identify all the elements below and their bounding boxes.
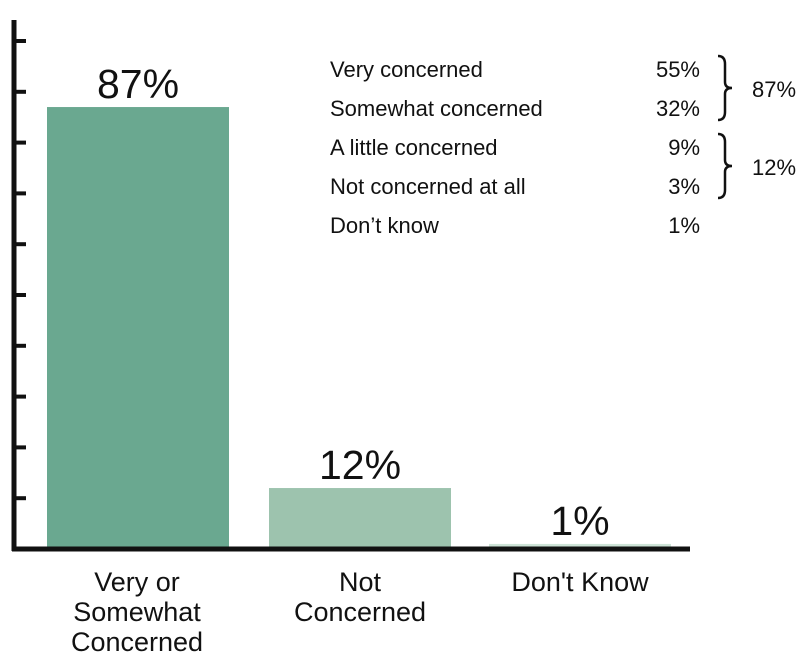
category-label-concerned: Very or Somewhat Concerned: [70, 567, 204, 657]
breakdown-value: 32%: [655, 96, 700, 121]
breakdown-label: Somewhat concerned: [330, 96, 543, 121]
group-total-concerned: 87%: [752, 77, 797, 102]
bar: [47, 107, 229, 549]
breakdown-value: 55%: [655, 57, 700, 82]
group-total-not-concerned: 12%: [752, 155, 797, 180]
bar-value-label: 1%: [550, 498, 609, 544]
breakdown-label: Don’t know: [330, 213, 439, 238]
breakdown-table: Very concerned 55% Somewhat concerned 32…: [330, 57, 700, 252]
brace-not-concerned: [717, 132, 733, 200]
breakdown-value: 3%: [668, 174, 700, 199]
breakdown-row-somewhat-concerned: Somewhat concerned 32%: [330, 96, 700, 135]
bar: [269, 488, 451, 549]
breakdown-label: A little concerned: [330, 135, 498, 160]
breakdown-label: Very concerned: [330, 57, 483, 82]
bar: [489, 543, 671, 549]
breakdown-row-not-concerned: Not concerned at all 3%: [330, 174, 700, 213]
category-label-not-concerned: Not Concerned: [293, 567, 427, 627]
breakdown-label: Not concerned at all: [330, 174, 526, 199]
breakdown-value: 9%: [668, 135, 700, 160]
breakdown-row-little-concerned: A little concerned 9%: [330, 135, 700, 174]
breakdown-row-very-concerned: Very concerned 55%: [330, 57, 700, 96]
bar-value-label: 12%: [319, 442, 401, 488]
breakdown-row-dont-know: Don’t know 1%: [330, 213, 700, 252]
bar-value-label: 87%: [97, 61, 179, 107]
brace-concerned: [717, 54, 733, 122]
breakdown-value: 1%: [668, 213, 700, 238]
category-label-dont-know: Don't Know: [511, 567, 649, 597]
